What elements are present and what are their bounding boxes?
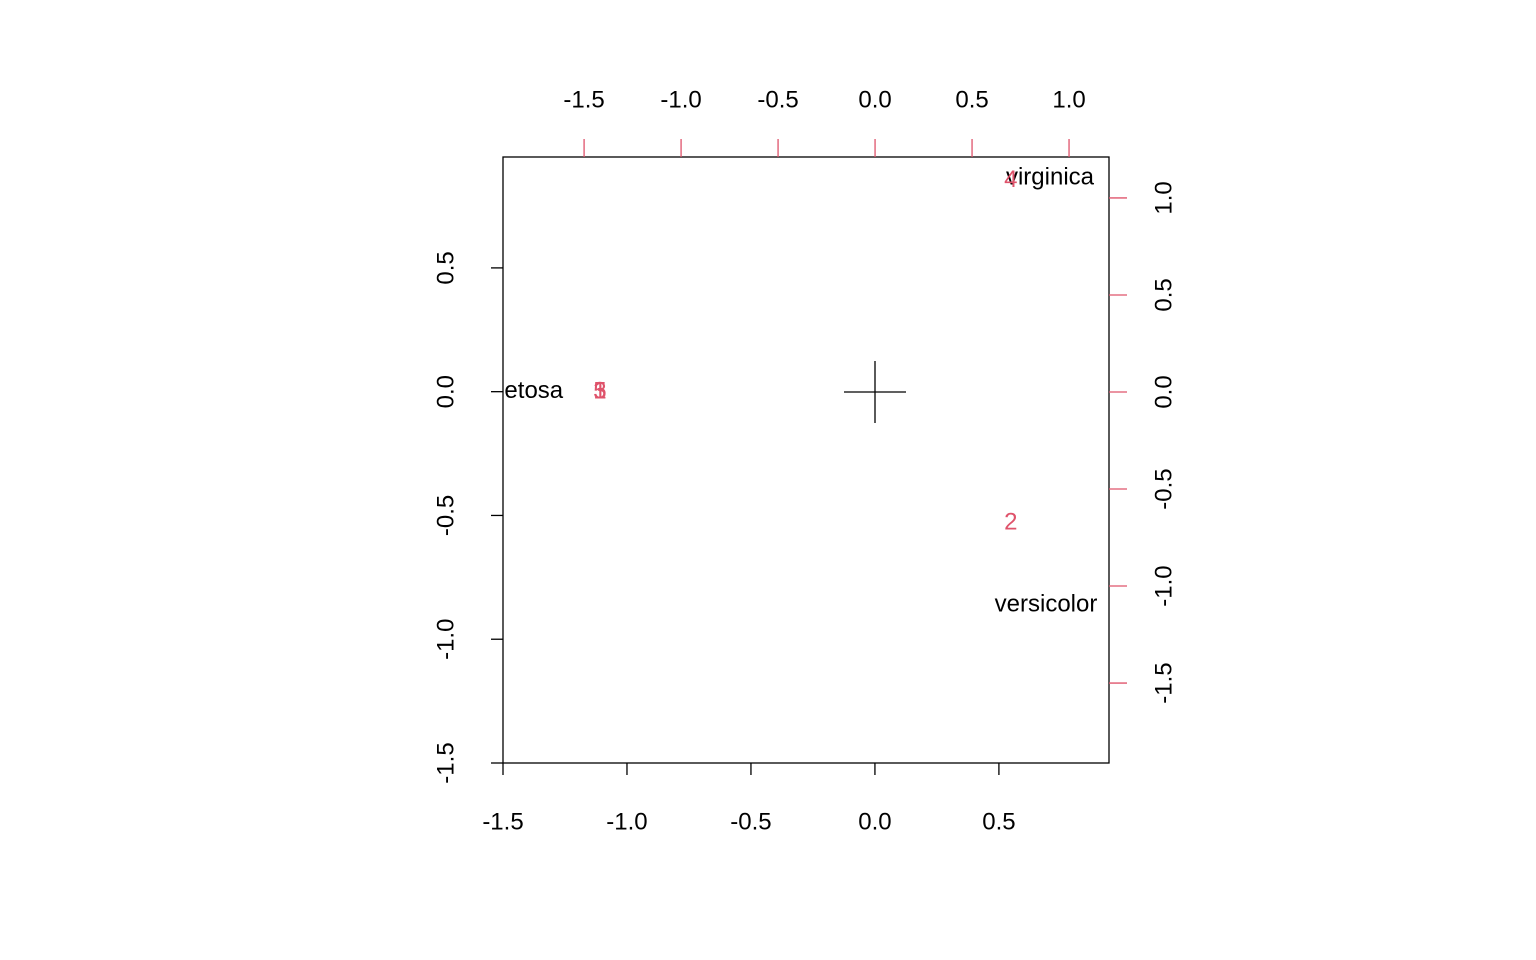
x2-tick-label: -1.5 xyxy=(563,86,604,113)
point-label: 4 xyxy=(1004,166,1017,193)
y-tick-label: -1.0 xyxy=(432,619,459,660)
point-label: 5 xyxy=(593,377,606,404)
x-tick-label: 0.0 xyxy=(858,808,891,835)
x2-tick-label: 0.5 xyxy=(955,86,988,113)
point-label: 3 xyxy=(593,377,606,404)
y2-tick-label: -1.5 xyxy=(1150,662,1177,703)
y2-tick-label: -1.0 xyxy=(1150,565,1177,606)
y2-tick-label: -0.5 xyxy=(1150,468,1177,509)
x2-tick-label: -0.5 xyxy=(757,86,798,113)
x-tick-label: -1.5 xyxy=(482,808,523,835)
y2-tick-label: 0.5 xyxy=(1150,278,1177,311)
x-tick-label: -1.0 xyxy=(606,808,647,835)
x2-tick-label: -1.0 xyxy=(660,86,701,113)
x2-tick-label: 1.0 xyxy=(1052,86,1085,113)
point-label: 2 xyxy=(1004,508,1017,535)
point-label: versicolor xyxy=(995,591,1098,618)
y2-tick-label: 0.0 xyxy=(1150,375,1177,408)
x2-tick-label: 0.0 xyxy=(858,86,891,113)
point-label: 1 xyxy=(593,377,606,404)
point-label: virginica xyxy=(1006,163,1095,190)
point-labels: setosa versicolor virginica 1 2 3 4 5 xyxy=(492,163,1098,618)
x-tick-label: 0.5 xyxy=(982,808,1015,835)
plot-frame xyxy=(502,156,1110,764)
y2-tick-label: 1.0 xyxy=(1150,181,1177,214)
y-tick-label: -0.5 xyxy=(432,495,459,536)
point-label: setosa xyxy=(492,377,563,404)
y-tick-label: 0.5 xyxy=(432,251,459,284)
y-tick-label: -1.5 xyxy=(432,742,459,783)
x-tick-label: -0.5 xyxy=(730,808,771,835)
y-tick-label: 0.0 xyxy=(432,375,459,408)
